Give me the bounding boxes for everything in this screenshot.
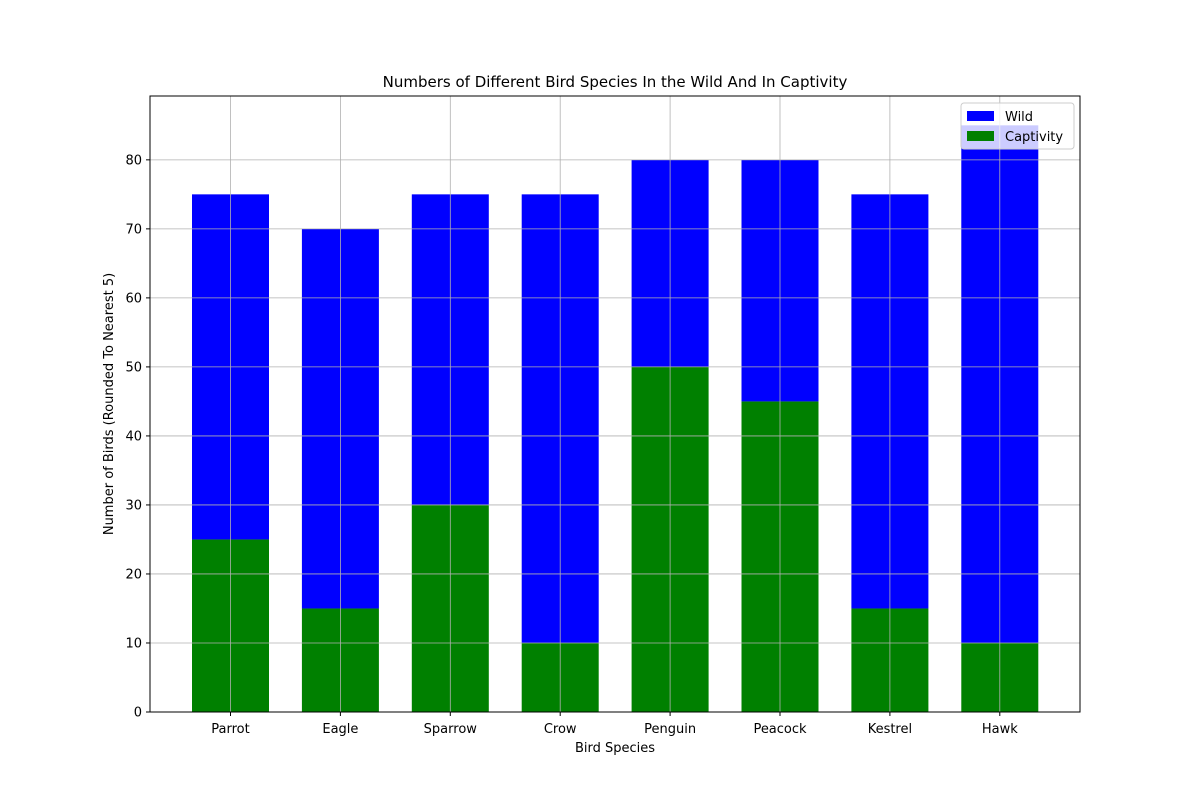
y-tick-label: 30 [125, 498, 142, 513]
y-tick-label: 70 [125, 222, 142, 237]
x-tick-label-hawk: Hawk [982, 722, 1018, 737]
legend-label-wild: Wild [1005, 110, 1033, 125]
ticks-layer: 0 10 20 30 40 50 60 70 80 Parrot Eagle Sparrow Crow P… [125, 153, 1018, 737]
x-tick-label-parrot: Parrot [211, 722, 249, 737]
y-tick-label: 60 [125, 291, 142, 306]
x-tick-label-sparrow: Sparrow [424, 722, 478, 737]
chart-title: Numbers of Different Bird Species In the… [383, 73, 848, 91]
y-tick-label: 80 [125, 153, 142, 168]
y-tick-label: 50 [125, 360, 142, 375]
legend-swatch-wild [967, 111, 994, 121]
legend-label-captivity: Captivity [1005, 130, 1063, 145]
y-tick-label: 0 [134, 706, 142, 721]
x-axis-label: Bird Species [575, 741, 655, 756]
x-tick-label-penguin: Penguin [644, 722, 696, 737]
grid-layer [150, 96, 1080, 713]
legend: Wild Captivity [960, 102, 1075, 150]
y-tick-label: 10 [125, 636, 142, 651]
x-tick-label-peacock: Peacock [753, 722, 807, 737]
x-tick-label-kestrel: Kestrel [868, 722, 912, 737]
y-axis-label: Number of Birds (Rounded To Nearest 5) [102, 273, 117, 535]
y-tick-label: 20 [125, 567, 142, 582]
x-tick-label-eagle: Eagle [322, 722, 358, 737]
plot-frame [149, 95, 1081, 713]
y-tick-label: 40 [125, 429, 142, 444]
x-tick-label-crow: Crow [544, 722, 577, 737]
legend-swatch-captivity [967, 131, 994, 141]
